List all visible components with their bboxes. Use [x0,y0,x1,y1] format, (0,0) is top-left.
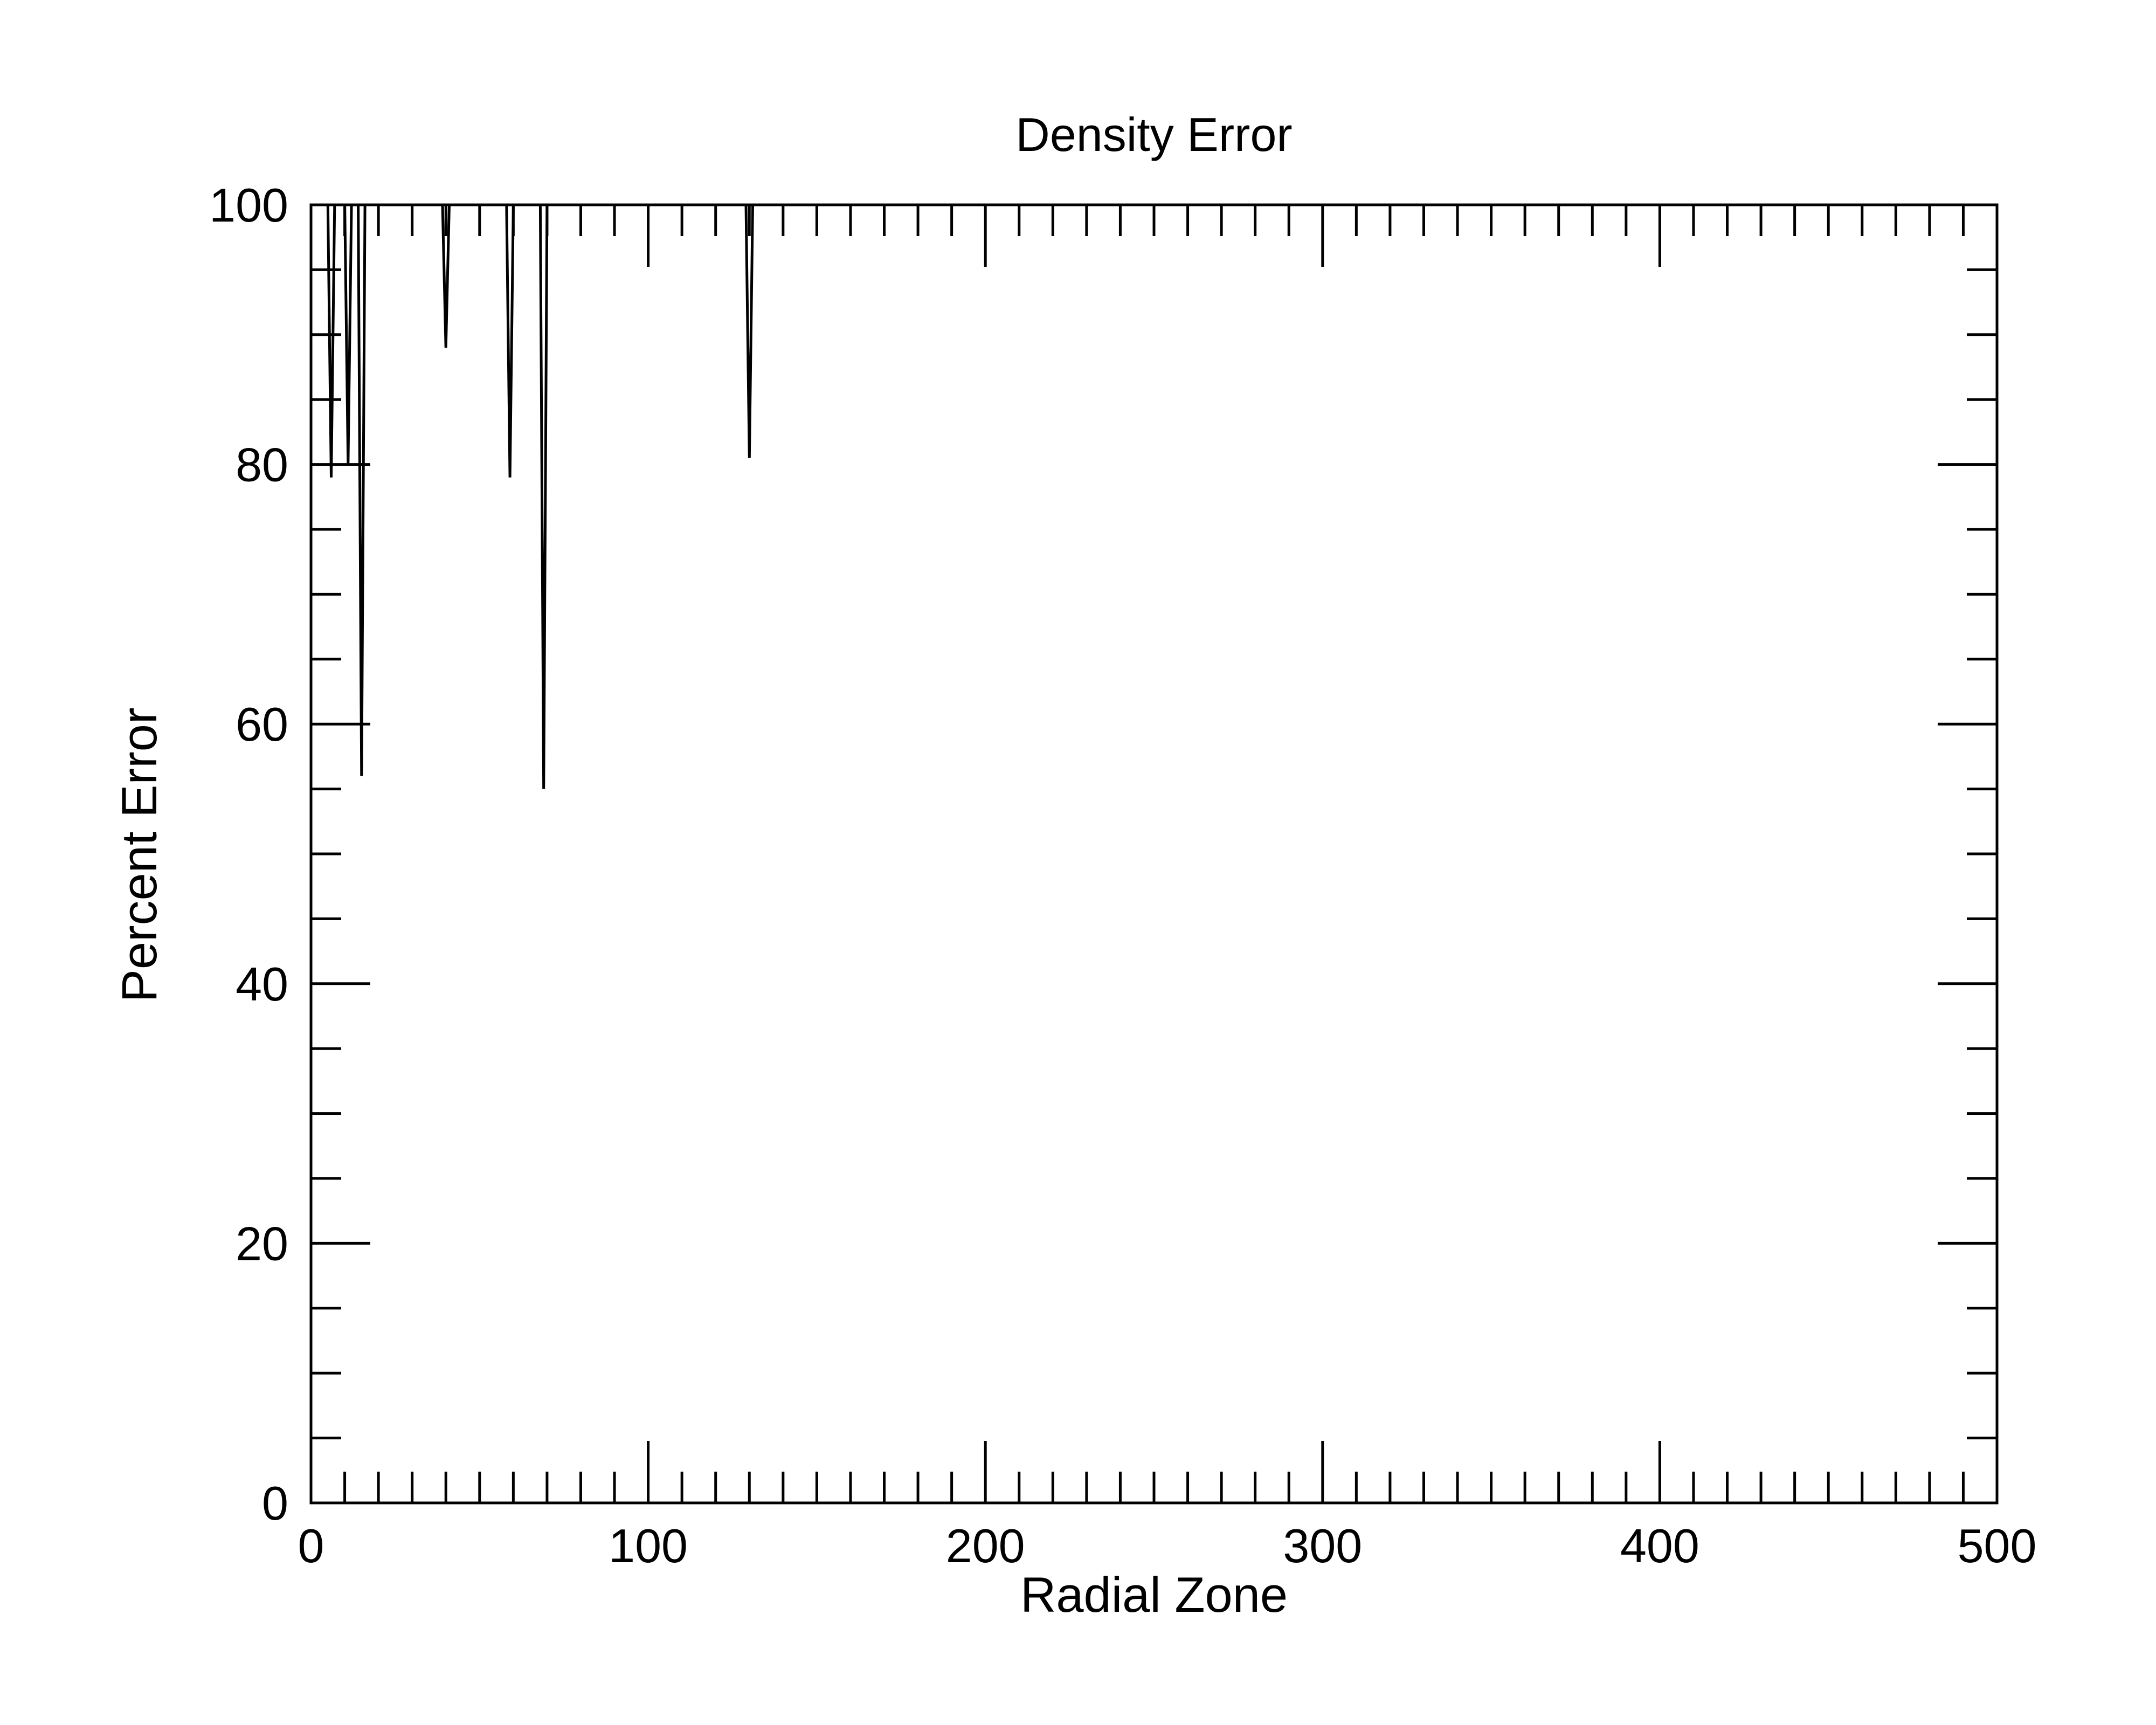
x-axis-title: Radial Zone [1020,1568,1288,1623]
x-tick-label: 200 [946,1519,1025,1572]
y-tick-label: 0 [262,1476,288,1530]
chart-title: Density Error [1015,108,1292,161]
plot-frame [309,203,1999,1505]
axis-ticks [309,203,1999,1505]
x-tick-label: 0 [298,1519,324,1572]
y-tick-label: 100 [209,178,288,232]
x-tick-label: 100 [609,1519,688,1572]
tick-labels: 0 100 200 300 400 500 0 20 40 60 80 100 [209,178,2036,1572]
y-tick-label: 60 [236,698,288,751]
x-tick-label: 400 [1620,1519,1699,1572]
y-axis-title: Percent Error [112,707,167,1002]
x-tick-label: 500 [1958,1519,2037,1572]
y-tick-label: 20 [236,1217,288,1270]
y-tick-label: 40 [236,957,288,1011]
x-tick-label: 300 [1283,1519,1362,1572]
y-tick-label: 80 [236,438,288,492]
series-layer [311,203,1997,789]
series-line [311,203,1997,789]
